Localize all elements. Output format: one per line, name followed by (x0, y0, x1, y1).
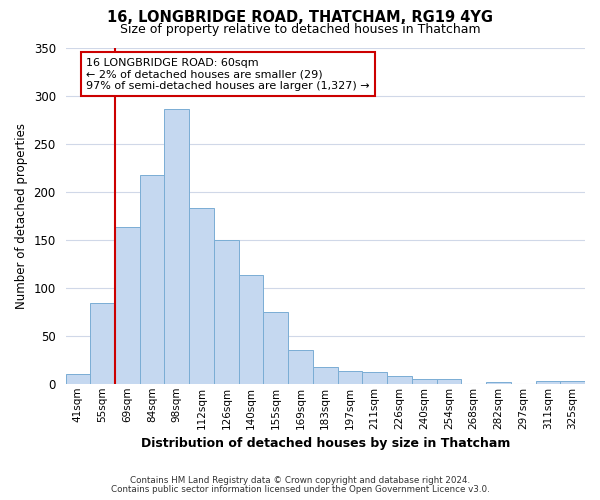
Bar (313, 368, 338, 384)
Bar (214, 240, 239, 384)
Text: Size of property relative to detached houses in Thatcham: Size of property relative to detached ho… (119, 22, 481, 36)
X-axis label: Distribution of detached houses by size in Thatcham: Distribution of detached houses by size … (140, 437, 510, 450)
Bar (387, 376, 412, 384)
Bar (536, 381, 560, 384)
Text: Contains public sector information licensed under the Open Government Licence v3: Contains public sector information licen… (110, 485, 490, 494)
Text: 16, LONGBRIDGE ROAD, THATCHAM, RG19 4YG: 16, LONGBRIDGE ROAD, THATCHAM, RG19 4YG (107, 10, 493, 25)
Bar (560, 381, 585, 384)
Bar (115, 227, 140, 384)
Y-axis label: Number of detached properties: Number of detached properties (15, 122, 28, 308)
Bar (437, 379, 461, 384)
Bar (288, 350, 313, 384)
Text: 16 LONGBRIDGE ROAD: 60sqm
← 2% of detached houses are smaller (29)
97% of semi-d: 16 LONGBRIDGE ROAD: 60sqm ← 2% of detach… (86, 58, 370, 91)
Bar (263, 312, 288, 384)
Bar (65, 374, 90, 384)
Bar (239, 275, 263, 384)
Bar (164, 109, 189, 384)
Bar (140, 176, 164, 384)
Bar (90, 303, 115, 384)
Text: Contains HM Land Registry data © Crown copyright and database right 2024.: Contains HM Land Registry data © Crown c… (130, 476, 470, 485)
Bar (412, 379, 437, 384)
Bar (189, 208, 214, 384)
Bar (486, 382, 511, 384)
Bar (362, 372, 387, 384)
Bar (338, 372, 362, 384)
